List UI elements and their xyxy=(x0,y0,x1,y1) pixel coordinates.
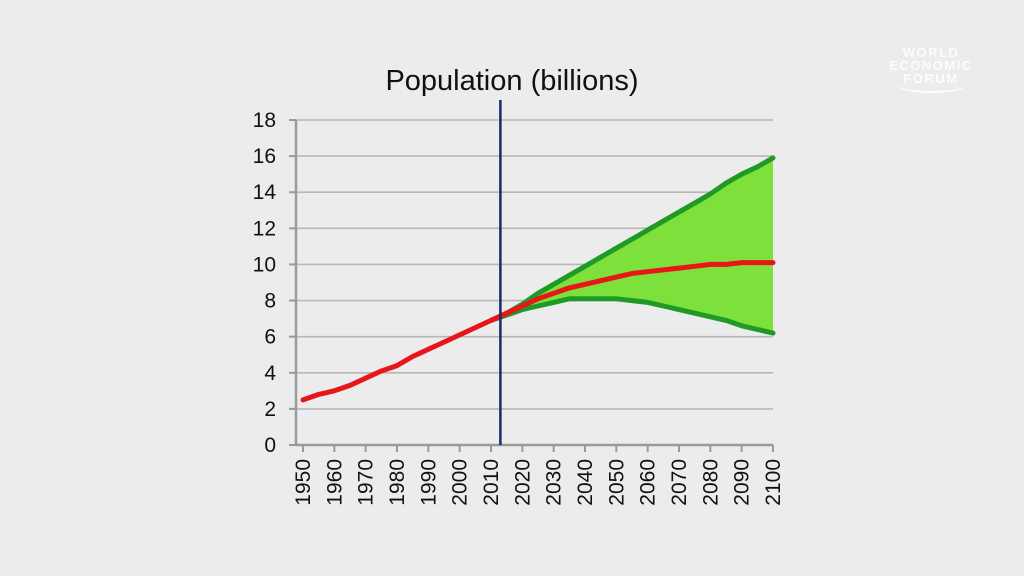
x-tick-label-2020: 2020 xyxy=(511,459,534,506)
x-tick-label-2100: 2100 xyxy=(762,459,785,506)
x-tick-label-2040: 2040 xyxy=(574,459,597,506)
logo-line-1: WORLD xyxy=(902,45,960,60)
series-line-historical xyxy=(300,317,494,403)
y-tick-labels: 0 2 4 6 8 10 12 14 16 18 xyxy=(253,109,277,457)
y-tick-label-4: 4 xyxy=(264,362,276,385)
y-tick-label-16: 16 xyxy=(253,145,276,168)
logo-arc-icon xyxy=(896,77,966,93)
x-tick-label-2050: 2050 xyxy=(605,459,628,506)
series-line-low xyxy=(488,296,776,336)
logo-line-3: FORUM xyxy=(903,71,959,86)
x-tick-label-1970: 1970 xyxy=(355,459,378,506)
x-tick-label-1950: 1950 xyxy=(292,459,315,506)
chart-title: Population (billions) xyxy=(385,65,638,97)
x-tick-label-2080: 2080 xyxy=(699,459,722,506)
y-tick-label-12: 12 xyxy=(253,217,276,240)
x-tick-labels: 1950 1960 1970 1980 1990 2000 2010 2020 2030 2040… xyxy=(292,459,785,506)
x-tick-label-1990: 1990 xyxy=(417,459,440,506)
y-tick-label-6: 6 xyxy=(264,326,276,349)
y-tick-label-18: 18 xyxy=(253,109,276,132)
x-tick-label-2030: 2030 xyxy=(543,459,566,506)
y-tick-label-14: 14 xyxy=(253,181,277,204)
logo-line-2: ECONOMIC xyxy=(889,58,973,73)
x-tick-label-2070: 2070 xyxy=(668,459,691,506)
y-tick-label-8: 8 xyxy=(264,290,276,313)
x-tick-label-1960: 1960 xyxy=(323,459,346,506)
x-tick-label-2060: 2060 xyxy=(637,459,660,506)
series-lines xyxy=(300,155,776,403)
y-tick-label-0: 0 xyxy=(264,434,276,457)
world-economic-forum-logo: WORLD ECONOMIC FORUM xyxy=(872,46,990,93)
series-line-high xyxy=(488,155,776,323)
x-tick-label-2000: 2000 xyxy=(449,459,472,506)
y-tick-label-2: 2 xyxy=(264,398,276,421)
x-tick-label-1980: 1980 xyxy=(386,459,409,506)
axes xyxy=(289,119,774,452)
x-tick-label-2010: 2010 xyxy=(480,459,503,506)
x-tick-label-2090: 2090 xyxy=(731,459,754,506)
series-line-medium xyxy=(488,260,776,323)
y-tick-label-10: 10 xyxy=(253,253,276,276)
